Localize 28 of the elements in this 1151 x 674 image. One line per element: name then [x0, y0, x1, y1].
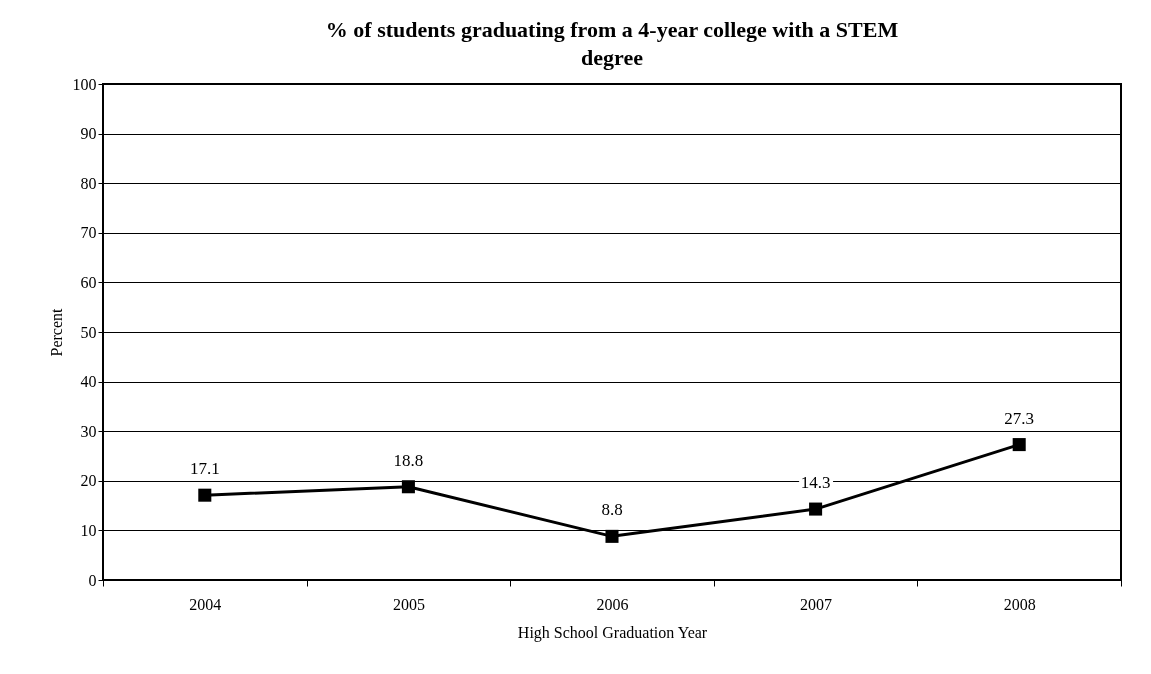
y-tick-label: 40 [80, 373, 97, 391]
y-tick-label: 70 [80, 224, 97, 242]
y-tick-label: 80 [80, 174, 97, 192]
data-label: 18.8 [393, 450, 424, 470]
point [605, 529, 619, 543]
y-tick-label: 100 [72, 75, 97, 93]
y-tick-label: 0 [88, 571, 97, 589]
x-tick-label: 2005 [392, 595, 425, 613]
x-tick-label: 2006 [596, 595, 629, 613]
x-tick-label: 2008 [1003, 595, 1036, 613]
data-label: 8.8 [601, 500, 623, 520]
y-tick-label: 50 [80, 323, 97, 341]
chart-title: % of students graduating from a 4-year college with a STEM degree [325, 17, 899, 70]
x-tick-label: 2007 [800, 595, 833, 613]
y-tick-label: 60 [80, 273, 97, 291]
y-axis-title: Percent [47, 307, 65, 357]
point [401, 480, 415, 494]
y-tick-label: 30 [80, 422, 97, 440]
y-tick-label: 90 [80, 125, 97, 143]
y-tick-label: 10 [80, 521, 97, 539]
y-tick-label: 20 [80, 472, 97, 490]
point [1012, 438, 1026, 452]
point [198, 488, 212, 502]
x-axis-title: High School Graduation Year [517, 623, 708, 642]
data-label: 17.1 [189, 459, 220, 479]
point [809, 502, 823, 516]
data-label: 27.3 [1004, 408, 1035, 428]
x-tick-label: 2004 [189, 595, 222, 613]
